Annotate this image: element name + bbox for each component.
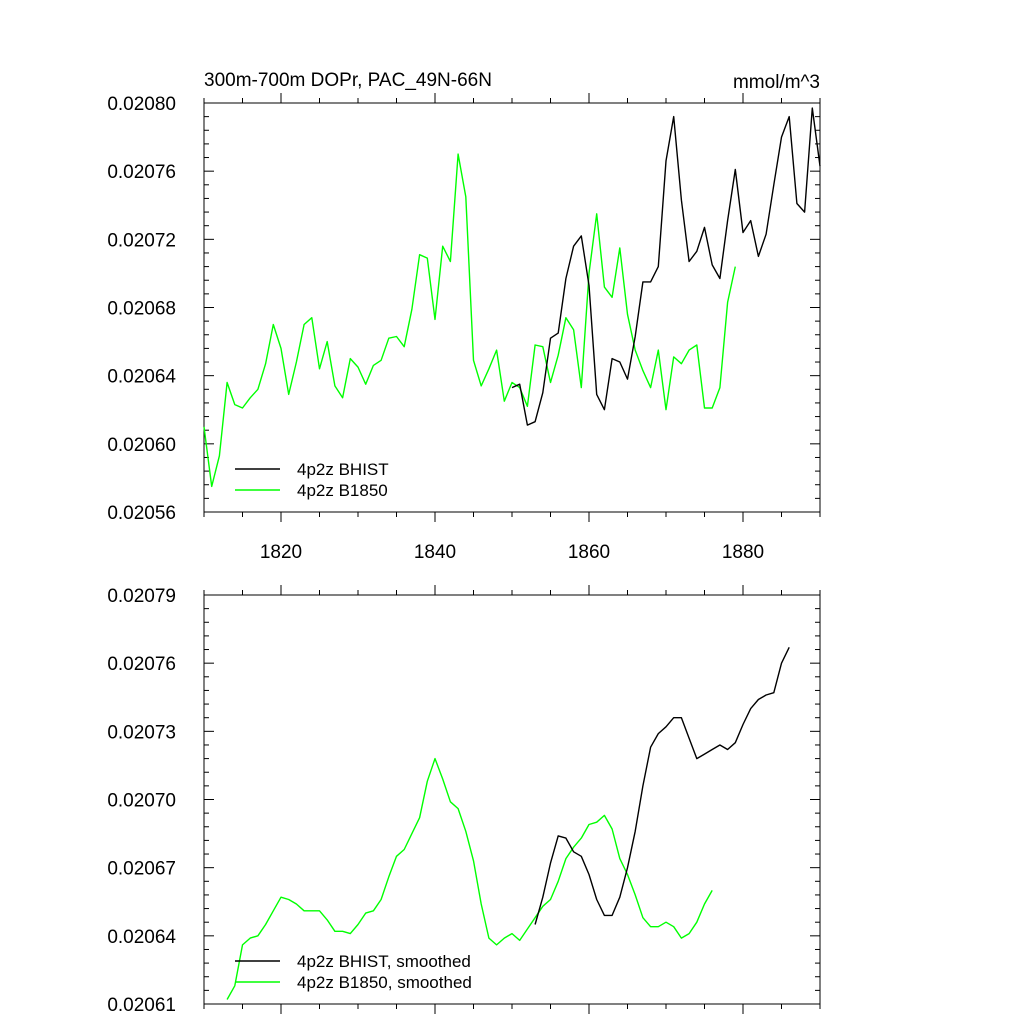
bottom-series <box>226 646 790 1000</box>
y-tick-label: 0.02076 <box>107 654 176 675</box>
y-tick-label: 0.02056 <box>107 503 176 524</box>
y-tick-label: 0.02079 <box>107 586 176 607</box>
series-line-4p2z-b1850 <box>203 153 736 488</box>
y-tick-label: 0.02064 <box>107 367 176 388</box>
bottom-plot-frame <box>203 594 821 1005</box>
series-line-4p2z-b1850-smoothed <box>226 757 713 1000</box>
y-tick-label: 0.02068 <box>107 299 176 320</box>
top-series <box>203 107 821 488</box>
x-tick-label: 1820 <box>260 542 302 563</box>
series-line-4p2z-bhist <box>511 107 821 426</box>
legend-label-b1850-smoothed: 4p2z B1850, smoothed <box>297 973 472 992</box>
y-tick-label: 0.02080 <box>107 94 176 115</box>
y-tick-label: 0.02061 <box>107 995 176 1016</box>
y-tick-label: 0.02070 <box>107 791 176 812</box>
y-tick-label: 0.02073 <box>107 722 176 743</box>
legend-label-bhist: 4p2z BHIST <box>297 460 389 479</box>
y-tick-label: 0.02067 <box>107 859 176 880</box>
y-tick-label: 0.02076 <box>107 162 176 183</box>
bottom-panel: 0.02061 0.02064 0.02067 0.02070 0.02073 0.020… <box>107 585 821 1016</box>
legend-label-b1850: 4p2z B1850 <box>297 481 388 500</box>
x-tick-label: 1840 <box>414 542 456 563</box>
top-ticks: 0.02056 0.02060 0.02064 0.02068 0.02072 0.020… <box>107 93 821 563</box>
series-line-4p2z-bhist-smoothed <box>534 646 790 925</box>
units-label: mmol/m^3 <box>733 72 820 93</box>
y-tick-label: 0.02064 <box>107 927 176 948</box>
chart-title: 300m-700m DOPr, PAC_49N-66N <box>204 70 492 91</box>
bottom-ticks: 0.02061 0.02064 0.02067 0.02070 0.02073 0.020… <box>107 585 821 1016</box>
top-panel: 300m-700m DOPr, PAC_49N-66N mmol/m^3 0.0… <box>107 70 821 563</box>
top-legend: 4p2z BHIST 4p2z B1850 <box>235 460 389 500</box>
x-tick-label: 1880 <box>722 542 764 563</box>
y-tick-label: 0.02072 <box>107 230 176 251</box>
y-tick-label: 0.02060 <box>107 435 176 456</box>
bottom-legend: 4p2z BHIST, smoothed 4p2z B1850, smoothe… <box>235 952 472 992</box>
legend-label-bhist-smoothed: 4p2z BHIST, smoothed <box>297 952 471 971</box>
x-tick-label: 1860 <box>568 542 610 563</box>
